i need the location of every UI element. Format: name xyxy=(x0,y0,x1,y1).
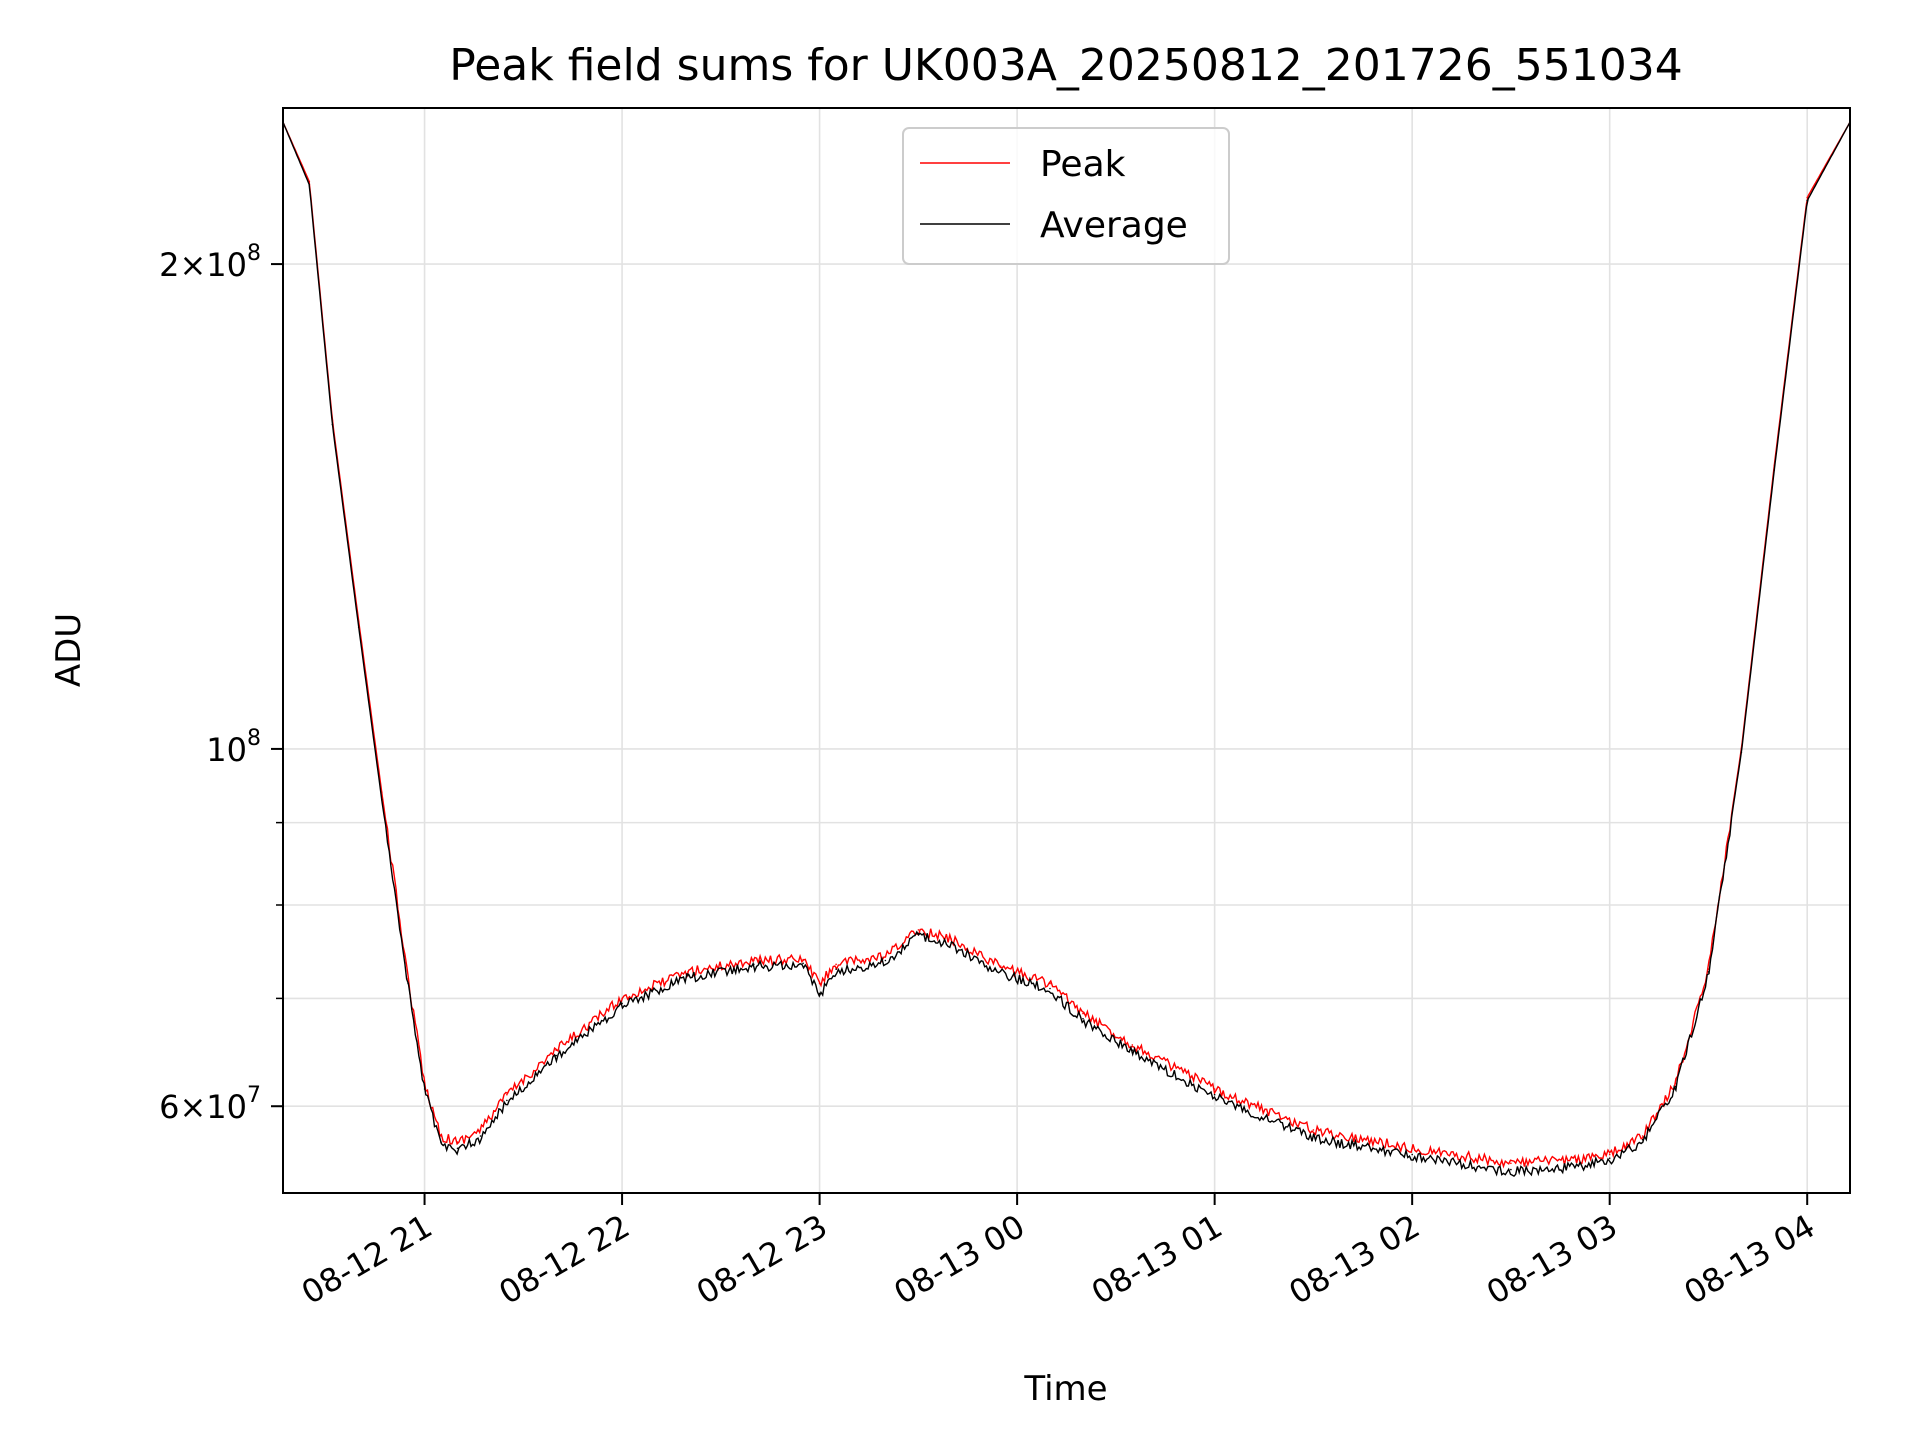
data-point-peak xyxy=(1312,1129,1315,1131)
data-point-peak xyxy=(917,929,920,931)
data-point-average xyxy=(423,1088,426,1090)
data-point-average xyxy=(835,968,837,970)
legend-box xyxy=(902,127,1230,265)
data-point-peak xyxy=(753,959,755,962)
y-tick-label: 6×107 xyxy=(159,1083,261,1126)
series-line-peak xyxy=(282,121,1851,1169)
data-point-average xyxy=(1707,971,1710,973)
data-point-average xyxy=(687,975,689,977)
data-point-average xyxy=(506,1099,508,1102)
data-point-average xyxy=(950,941,953,944)
data-point-average xyxy=(1082,1017,1084,1020)
data-point-average xyxy=(479,1135,482,1137)
data-point-peak xyxy=(884,955,887,958)
data-point-average xyxy=(621,1002,623,1005)
data-point-peak xyxy=(1082,1012,1084,1015)
data-point-peak xyxy=(1806,196,1808,199)
data-point-peak xyxy=(555,1049,557,1051)
data-point-average xyxy=(917,932,920,935)
data-point-average xyxy=(818,992,821,995)
data-point-average xyxy=(1131,1049,1134,1051)
y-axis: 6×107 108 2×108 xyxy=(159,241,283,1126)
data-point-average xyxy=(555,1054,557,1057)
data-point-average xyxy=(440,1141,442,1143)
data-point-peak xyxy=(1576,1158,1578,1161)
data-point-average xyxy=(357,626,360,628)
data-point-average xyxy=(1411,1153,1413,1156)
data-point-peak xyxy=(479,1129,482,1131)
data-point-average xyxy=(1608,1157,1611,1159)
legend-average-label: Average xyxy=(1040,205,1188,246)
data-point-average xyxy=(1773,469,1776,471)
data-point-peak xyxy=(621,997,623,1000)
data-point-peak xyxy=(1674,1082,1677,1085)
data-point-average xyxy=(456,1147,459,1150)
data-point-average xyxy=(407,982,409,985)
data-point-average xyxy=(1213,1093,1216,1096)
legend: Peak Average xyxy=(902,127,1230,265)
data-point-average xyxy=(1049,987,1051,990)
y-tick-label: 2×108 xyxy=(159,241,261,284)
data-point-average xyxy=(753,963,755,966)
chart-title: Peak field sums for UK003A_20250812_2017… xyxy=(449,40,1682,91)
data-point-average xyxy=(1806,199,1808,202)
legend-peak-label: Peak xyxy=(1040,144,1126,185)
data-point-peak xyxy=(950,938,953,940)
plot-area xyxy=(282,121,1851,1177)
data-point-average xyxy=(1740,751,1743,754)
data-point-peak xyxy=(818,982,821,985)
series-line-average xyxy=(282,121,1851,1177)
data-point-peak xyxy=(802,958,804,961)
data-point-average xyxy=(1641,1138,1644,1141)
data-point-peak xyxy=(506,1093,508,1096)
data-point-average xyxy=(308,184,311,186)
data-point-average xyxy=(802,962,804,965)
data-point-peak xyxy=(440,1135,442,1137)
axes-frame xyxy=(282,107,1851,1194)
data-point-average xyxy=(999,970,1002,972)
data-point-average xyxy=(1674,1085,1677,1088)
data-point-peak xyxy=(1641,1135,1644,1137)
data-point-peak xyxy=(687,971,689,973)
data-point-peak xyxy=(407,977,409,980)
data-point-average xyxy=(884,959,887,962)
data-point-peak xyxy=(1213,1088,1216,1090)
data-point-peak xyxy=(1049,982,1051,985)
data-point-peak xyxy=(835,963,837,966)
data-point-peak xyxy=(456,1141,459,1143)
data-point-peak xyxy=(999,965,1002,967)
data-point-peak xyxy=(1510,1162,1512,1165)
data-point-average xyxy=(1576,1163,1578,1166)
data-point-average xyxy=(381,798,383,801)
data-point-peak xyxy=(1608,1153,1611,1156)
data-point-average xyxy=(1510,1168,1512,1171)
data-point-average xyxy=(1312,1135,1315,1137)
y-axis-label: ADU xyxy=(49,613,89,687)
data-point-peak xyxy=(1131,1044,1134,1046)
y-tick-label: 108 xyxy=(206,726,261,769)
data-point-average xyxy=(331,423,334,426)
x-axis-label: Time xyxy=(1023,1369,1107,1409)
data-point-peak xyxy=(1411,1147,1413,1150)
